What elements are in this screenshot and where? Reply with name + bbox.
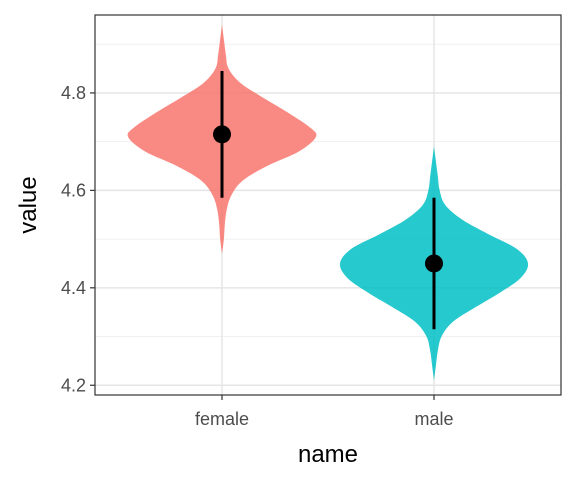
y-axis: 4.2 4.4 4.6 4.8 [61,83,95,395]
mean-point-male [425,254,443,273]
y-tick-label: 4.2 [61,375,86,395]
x-tick-label: male [414,409,453,429]
intervals [213,71,443,330]
mean-point-female [213,125,231,144]
x-axis: female male [195,395,454,429]
plot-panel [95,15,561,395]
x-tick-label: female [195,409,249,429]
y-tick-label: 4.8 [61,83,86,103]
plot-border [94,14,562,396]
y-axis-title: value [15,176,42,233]
x-axis-title: name [298,441,358,468]
y-tick-label: 4.4 [61,278,86,298]
y-tick-label: 4.6 [61,180,86,200]
